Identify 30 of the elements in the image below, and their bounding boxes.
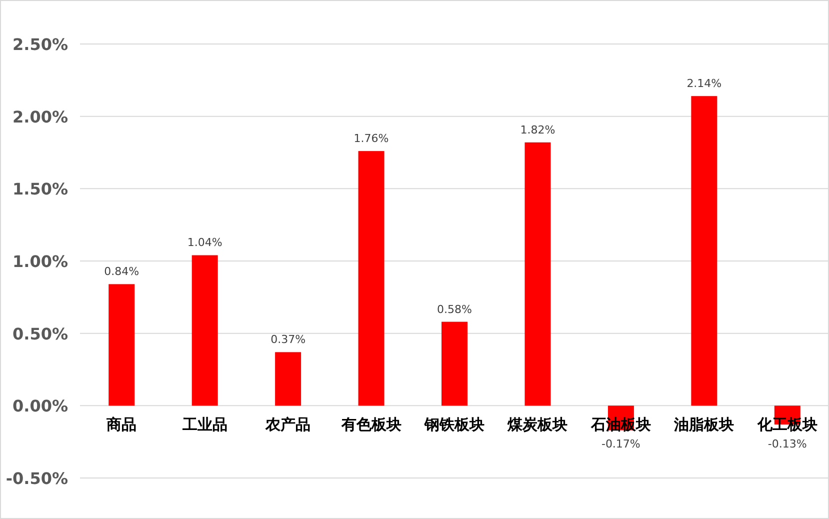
bar bbox=[192, 255, 218, 406]
y-tick-label: 2.00% bbox=[12, 107, 68, 126]
bar bbox=[442, 322, 468, 406]
data-label: 2.14% bbox=[686, 77, 722, 90]
x-tick-label: 商品 bbox=[106, 416, 137, 434]
x-tick-label: 油脂板块 bbox=[673, 416, 734, 434]
data-label: 1.04% bbox=[187, 236, 222, 250]
bar bbox=[108, 284, 135, 406]
y-tick-label: 1.00% bbox=[12, 252, 68, 271]
x-tick-label: 煤炭板块 bbox=[506, 416, 568, 434]
data-label: 0.84% bbox=[104, 265, 140, 278]
data-label: 1.76% bbox=[354, 132, 389, 146]
data-label: -0.17% bbox=[601, 438, 640, 451]
y-tick-label: 2.50% bbox=[12, 35, 68, 54]
bar bbox=[275, 352, 302, 406]
data-label: -0.13% bbox=[768, 438, 807, 451]
x-tick-label: 工业品 bbox=[181, 416, 228, 434]
x-tick-label: 有色板块 bbox=[340, 416, 402, 434]
data-label: 1.82% bbox=[520, 123, 556, 136]
y-tick-label: 0.50% bbox=[12, 324, 68, 344]
data-label: 0.58% bbox=[437, 302, 472, 316]
data-label: 0.37% bbox=[270, 333, 306, 346]
y-tick-label: -0.50% bbox=[6, 469, 68, 488]
bar bbox=[524, 142, 551, 406]
x-tick-label: 农产品 bbox=[264, 416, 311, 434]
y-tick-label: 0.00% bbox=[12, 396, 68, 416]
bar bbox=[358, 151, 384, 406]
y-tick-label: 1.50% bbox=[12, 180, 68, 199]
x-tick-label: 钢铁板块 bbox=[424, 416, 484, 434]
bar bbox=[691, 96, 718, 406]
